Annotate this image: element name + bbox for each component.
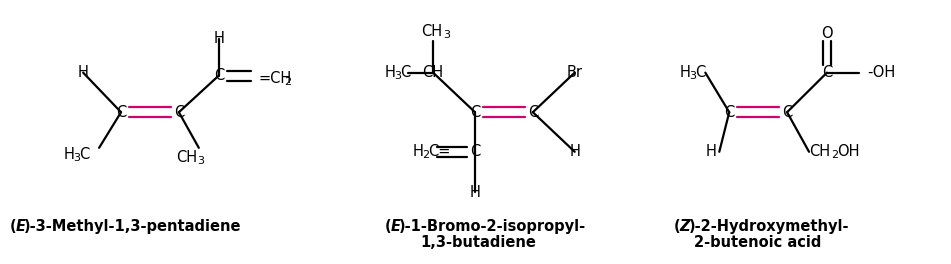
Text: H: H	[384, 65, 396, 80]
Text: C=: C=	[428, 144, 451, 159]
Text: C–: C–	[400, 65, 417, 80]
Text: 2: 2	[831, 150, 838, 160]
Text: 2-butenoic acid: 2-butenoic acid	[694, 235, 822, 250]
Text: E: E	[390, 219, 400, 234]
Text: C: C	[695, 65, 706, 80]
Text: C: C	[116, 105, 126, 120]
Text: Br: Br	[567, 65, 583, 80]
Text: (: (	[673, 219, 680, 234]
Text: OH: OH	[837, 144, 860, 159]
Text: (: (	[384, 219, 391, 234]
Text: C: C	[470, 105, 480, 120]
Text: 3: 3	[689, 71, 696, 81]
Text: 3: 3	[197, 156, 204, 166]
Text: C: C	[782, 105, 792, 120]
Text: 3: 3	[73, 153, 80, 163]
Text: CH: CH	[176, 150, 197, 165]
Text: 2: 2	[284, 77, 292, 87]
Text: H: H	[412, 144, 423, 159]
Text: H: H	[78, 65, 88, 80]
Text: CH: CH	[809, 144, 830, 159]
Text: C: C	[79, 147, 89, 162]
Text: CH: CH	[421, 23, 442, 39]
Text: E: E	[15, 219, 26, 234]
Text: 3: 3	[443, 30, 450, 40]
Text: H: H	[63, 147, 74, 162]
Text: C: C	[470, 144, 480, 159]
Text: H: H	[679, 65, 690, 80]
Text: CH: CH	[422, 65, 444, 80]
Text: )-2-Hydroxymethyl-: )-2-Hydroxymethyl-	[689, 219, 849, 234]
Text: C: C	[214, 68, 223, 83]
Text: H: H	[706, 144, 717, 159]
Text: C: C	[822, 65, 832, 80]
Text: 3: 3	[395, 71, 401, 81]
Text: )-3-Methyl-1,3-pentadiene: )-3-Methyl-1,3-pentadiene	[25, 219, 242, 234]
Text: (: (	[10, 219, 16, 234]
Text: C: C	[528, 105, 538, 120]
Text: 2: 2	[422, 150, 429, 160]
Text: =CH: =CH	[259, 71, 292, 86]
Text: C: C	[724, 105, 734, 120]
Text: Z: Z	[679, 219, 690, 234]
Text: C: C	[174, 105, 184, 120]
Text: )-1-Bromo-2-isopropyl-: )-1-Bromo-2-isopropyl-	[399, 219, 587, 234]
Text: H: H	[470, 185, 480, 200]
Text: H: H	[570, 144, 580, 159]
Text: H: H	[213, 31, 224, 46]
Text: O: O	[821, 26, 833, 41]
Text: -OH: -OH	[867, 65, 895, 80]
Text: 1,3-butadiene: 1,3-butadiene	[420, 235, 536, 250]
